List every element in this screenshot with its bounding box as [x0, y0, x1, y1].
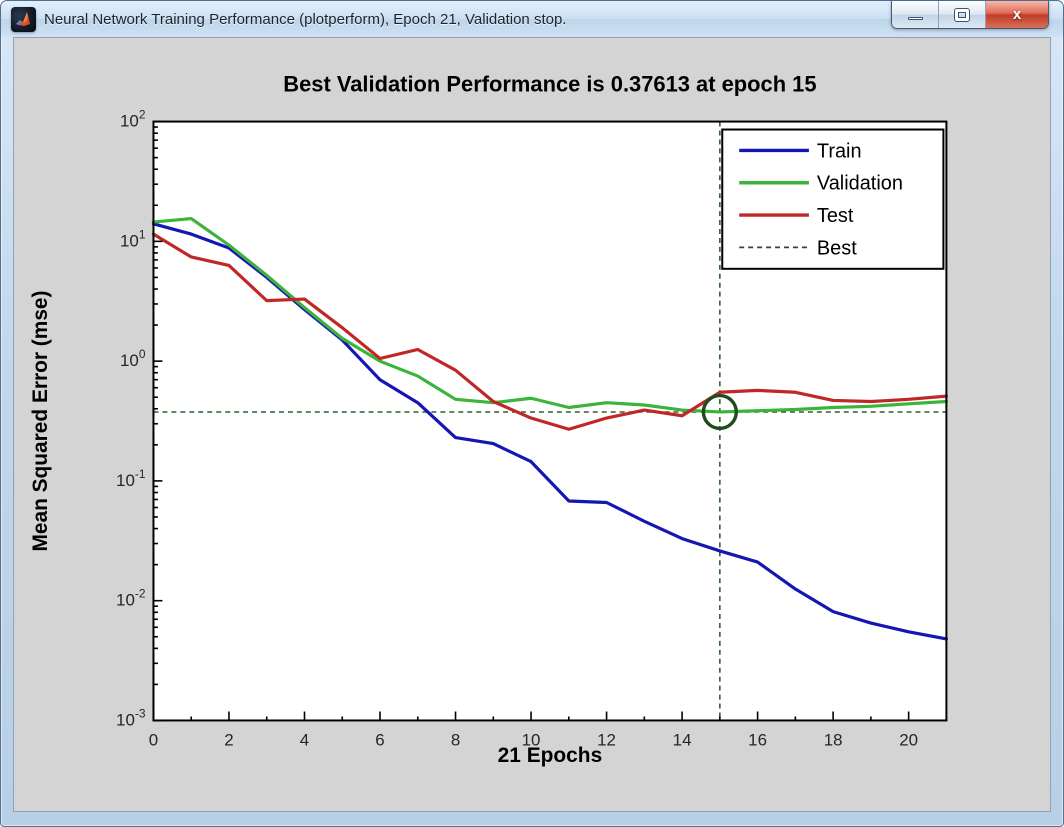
validation-line [151, 216, 948, 414]
svg-text:8: 8 [451, 730, 460, 749]
test-line [151, 232, 948, 431]
close-button[interactable]: x [986, 1, 1048, 28]
axis-ticks [152, 120, 948, 722]
figure-canvas: 0 2 4 6 8 10 12 14 16 18 20 102 101 100 10-1 10-2 10-3 Be… [13, 37, 1051, 812]
legend-label-best: Best [817, 237, 857, 259]
svg-text:10-1: 10-1 [116, 467, 146, 490]
legend-label-validation: Validation [817, 173, 903, 195]
svg-text:10: 10 [522, 730, 541, 749]
legend: Train Validation Test Best [721, 128, 945, 270]
close-icon: x [1012, 6, 1022, 23]
svg-text:14: 14 [673, 730, 692, 749]
y-axis-label: Mean Squared Error (mse) [29, 290, 52, 551]
restore-icon [954, 7, 970, 22]
titlebar[interactable]: Neural Network Training Performance (plo… [1, 1, 1063, 37]
best-point-marker [701, 393, 738, 431]
svg-text:0: 0 [149, 730, 158, 749]
window-title: Neural Network Training Performance (plo… [44, 10, 567, 28]
svg-text:4: 4 [300, 730, 309, 749]
x-axis-label: 21 Epochs [498, 744, 603, 767]
minimize-icon [907, 17, 923, 20]
chart-title: Best Validation Performance is 0.37613 a… [283, 72, 816, 97]
performance-chart: 0 2 4 6 8 10 12 14 16 18 20 102 101 100 10-1 10-2 10-3 Be… [29, 72, 948, 767]
restore-button[interactable] [939, 1, 986, 28]
best-crosshair [153, 121, 947, 721]
svg-text:10-3: 10-3 [116, 706, 146, 729]
svg-text:102: 102 [120, 108, 146, 131]
svg-text:100: 100 [120, 347, 146, 370]
axes-box [152, 120, 948, 722]
svg-text:16: 16 [748, 730, 767, 749]
tick-labels: 0 2 4 6 8 10 12 14 16 18 20 102 101 100 10-1 10-2 10-3 [116, 108, 918, 750]
svg-text:18: 18 [824, 730, 843, 749]
svg-text:101: 101 [120, 227, 146, 250]
legend-label-train: Train [817, 140, 862, 162]
svg-text:20: 20 [899, 730, 918, 749]
matlab-logo-icon [11, 6, 36, 32]
svg-text:2: 2 [224, 730, 233, 749]
matlab-membrane-icon [16, 11, 30, 26]
svg-text:6: 6 [375, 730, 384, 749]
window-controls: x [891, 1, 1049, 29]
minimize-button[interactable] [892, 1, 939, 28]
svg-text:12: 12 [597, 730, 616, 749]
legend-label-test: Test [817, 205, 854, 227]
svg-text:10-2: 10-2 [116, 587, 146, 610]
